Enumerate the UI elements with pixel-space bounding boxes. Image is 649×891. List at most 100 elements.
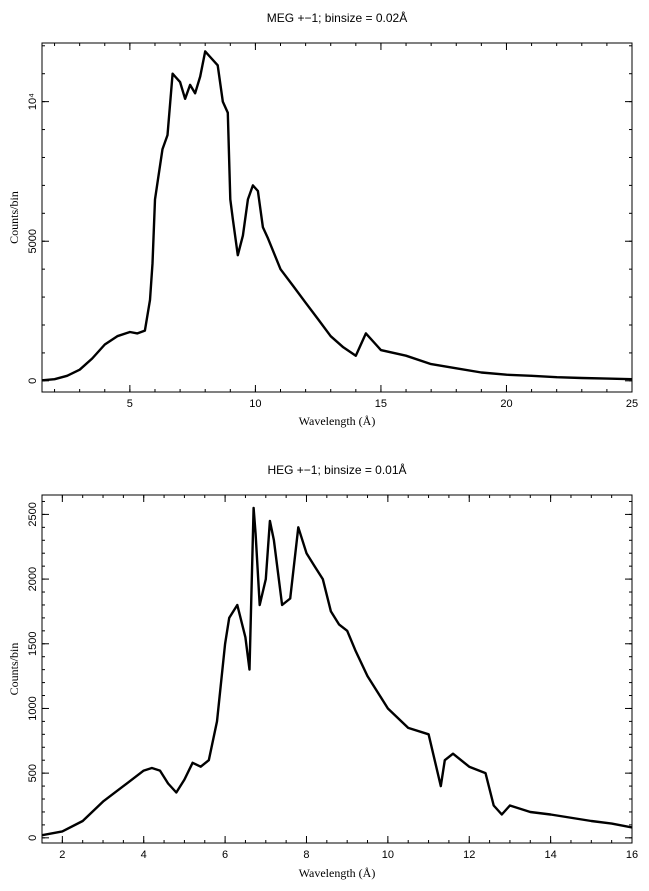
data-point [191,761,194,764]
data-point [329,335,332,338]
data-point [248,668,251,671]
data-point [42,379,43,382]
data-point [199,765,202,768]
data-point [156,181,159,184]
data-point [78,368,81,371]
data-point [269,520,271,522]
x-tick-label: 8 [303,849,309,861]
heg-spectrum-chart: HEG +−1; binsize = 0.01Å Wavelength (Å) Co… [7,462,638,880]
x-tick-label: 10 [382,849,394,861]
data-point [292,285,294,287]
y-tick-label: 0 [27,835,39,841]
data-point [580,377,583,379]
data-point [354,354,357,357]
data-point [174,75,177,78]
data-point [151,767,153,769]
x-tick-label: 14 [544,849,556,861]
data-point [221,100,224,103]
data-point [149,299,151,301]
data-point [262,226,264,229]
data-point [405,354,407,357]
data-point [229,198,232,201]
data-point [387,707,389,710]
y-tick-label: 500 [27,764,39,782]
x-tick-label: 20 [500,398,512,410]
data-point [116,335,119,338]
data-point [42,834,43,837]
data-point [247,198,249,201]
data-point [102,800,104,803]
data-point [53,378,56,381]
data-point [224,642,227,645]
data-point [407,727,410,729]
chart-title: HEG +−1; binsize = 0.01Å [267,462,406,477]
data-point [199,75,202,78]
data-point [231,218,234,220]
x-tick-label: 4 [141,849,147,861]
y-tick-label: 2500 [27,502,39,526]
data-point [281,604,283,606]
data-point [530,374,533,377]
data-point [159,769,161,772]
data-point [380,349,382,351]
data-point [304,301,307,304]
data-point [455,367,458,370]
data-point [509,804,511,807]
data-point [161,148,164,151]
data-point [151,262,154,265]
data-point [264,578,267,580]
data-point [209,56,212,58]
data-point [366,675,369,677]
data-point [179,81,182,83]
x-tick-label: 12 [463,849,475,861]
plot-frame [41,494,633,844]
data-point [439,785,442,787]
x-tick-label: 10 [249,398,261,410]
y-axis-label: Counts/bin [7,191,21,244]
data-point [610,822,613,825]
meg-spectrum-chart: MEG +−1; binsize = 0.02Å Wavelength (Å) Co… [7,10,638,428]
data-point [216,64,219,67]
data-point [484,772,487,774]
data-point [257,190,259,192]
data-point [500,813,503,816]
y-tick-label: 1500 [27,632,39,656]
data-point [480,371,483,374]
data-point [236,604,239,606]
data-point [279,268,282,271]
data-point [443,759,446,762]
data-point [194,92,197,95]
data-point [242,234,244,237]
data-point [354,649,357,652]
data-point [267,237,269,240]
x-tick-label: 5 [127,398,133,410]
x-tick-label: 6 [222,849,228,861]
x-axis-label: Wavelength (Å) [299,866,376,880]
data-point [189,84,192,86]
y-tick-label: 1000 [27,696,39,720]
data-point [171,72,174,75]
x-tick-label: 2 [59,849,65,861]
data-point [204,50,207,53]
data-point [228,617,231,619]
data-point [305,552,308,555]
data-point [207,759,210,762]
data-point [175,791,178,794]
data-point [631,378,632,381]
data-point [505,373,508,376]
plot-frame [41,42,633,393]
x-tick-label: 25 [626,398,638,410]
data-point [273,539,275,542]
data-point [549,813,552,816]
data-point [631,826,632,829]
data-point [258,604,261,606]
data-point [166,134,169,137]
data-point [289,597,292,600]
data-point [321,578,324,580]
data-point [375,343,377,346]
data-point [252,184,254,187]
data-point [492,804,495,807]
y-tick-label: 10⁴ [27,93,39,110]
data-point [468,765,471,768]
